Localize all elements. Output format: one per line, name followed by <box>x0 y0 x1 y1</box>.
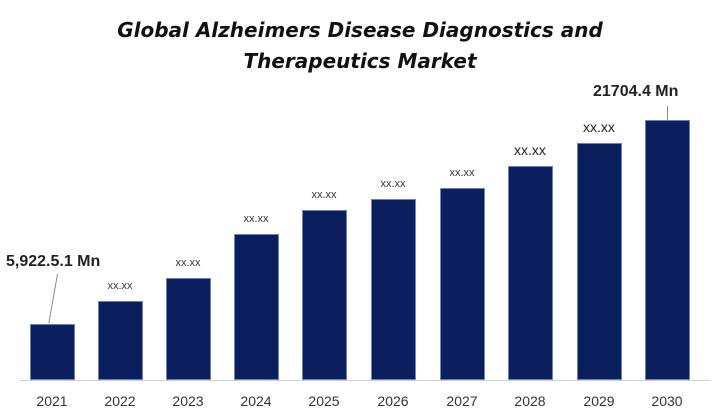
x-tick-label: 2021 <box>36 393 68 409</box>
x-tick-label: 2029 <box>583 393 615 409</box>
bar-2026 <box>371 199 416 380</box>
x-tick-label: 2026 <box>377 393 409 409</box>
bar-2027 <box>440 188 485 380</box>
bar-2029 <box>577 143 622 380</box>
bar-2025 <box>302 210 347 380</box>
x-axis-line <box>20 380 710 381</box>
x-tick-label: 2022 <box>104 393 136 409</box>
x-tick-label: 2023 <box>172 393 204 409</box>
x-tick-label: 2028 <box>514 393 546 409</box>
bar-2023 <box>166 278 211 380</box>
x-tick-label: 2024 <box>240 393 272 409</box>
bar-2028 <box>508 166 553 380</box>
x-tick-label: 2025 <box>308 393 340 409</box>
leader-line-2030 <box>667 106 668 120</box>
value-label: xx.xx <box>243 213 269 225</box>
bar-2024 <box>234 234 279 380</box>
value-label: xx.xx <box>583 119 615 135</box>
value-label: xx.xx <box>380 178 406 190</box>
bar-2021 <box>30 324 75 380</box>
chart-title-line-1: Global Alzheimers Disease Diagnostics an… <box>117 18 603 42</box>
value-label: xx.xx <box>311 189 337 201</box>
x-tick-label: 2027 <box>446 393 478 409</box>
value-label: xx.xx <box>449 167 475 179</box>
value-label: xx.xx <box>107 280 133 292</box>
x-tick-label: 2030 <box>651 393 683 409</box>
bar-2022 <box>98 301 143 380</box>
leader-line-2021 <box>48 274 58 324</box>
chart-title-line-2: Therapeutics Market <box>243 49 477 73</box>
value-label: xx.xx <box>514 142 546 158</box>
callout-2021: 5,922.5.1 Mn <box>6 253 101 270</box>
callout-2030: 21704.4 Mn <box>593 83 679 100</box>
value-label: xx.xx <box>175 257 201 269</box>
bar-2030 <box>645 120 690 380</box>
